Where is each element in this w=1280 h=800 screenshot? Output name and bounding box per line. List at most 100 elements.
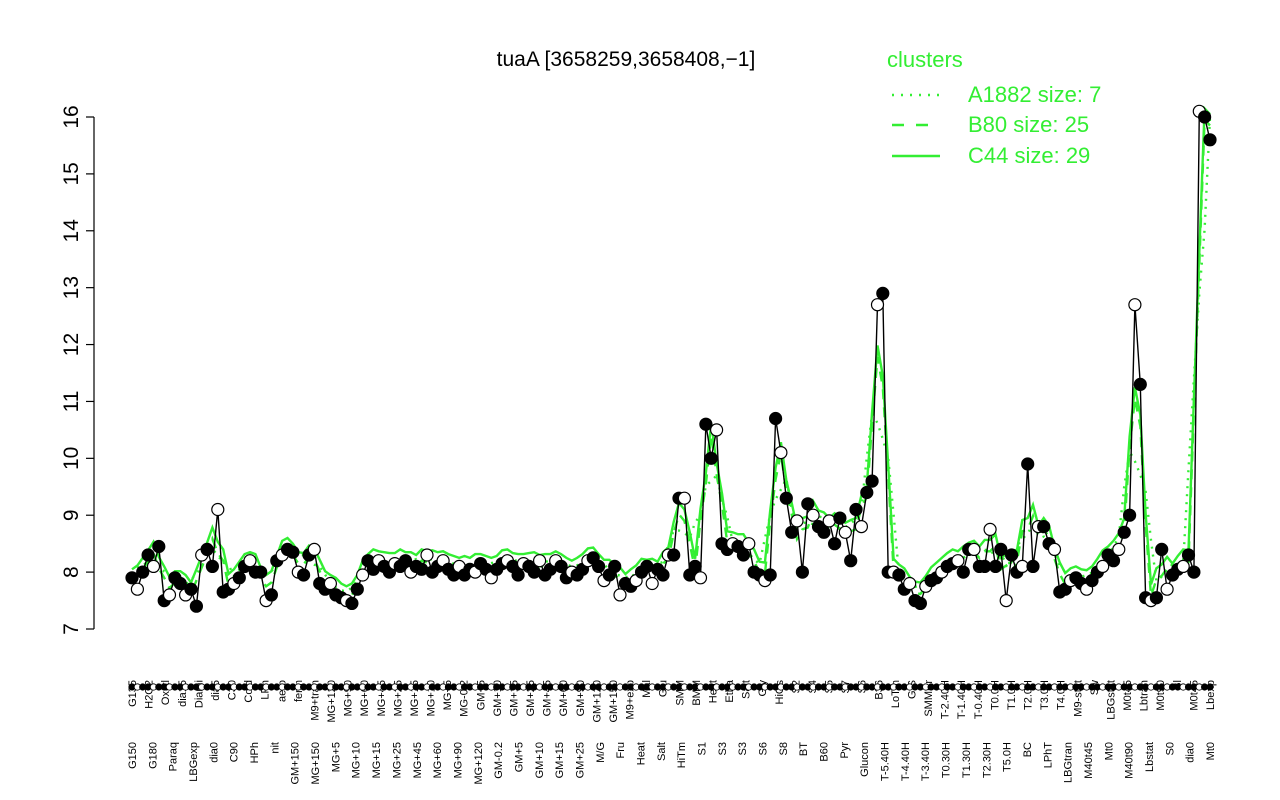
data-point <box>860 485 874 500</box>
x-tick-label: Paraq <box>168 742 180 771</box>
x-tick-label: GM-0.2 <box>493 742 505 779</box>
x-tick-label: MG+5 <box>330 742 342 772</box>
x-tick-label: M/G <box>595 742 607 763</box>
x-tick-label: BT <box>798 742 810 756</box>
x-tick-label: G150 <box>127 742 139 769</box>
x-tick-label: S1 <box>697 742 709 755</box>
cluster-line-C44 <box>131 105 1211 588</box>
data-point <box>994 542 1008 557</box>
data-point <box>1026 559 1040 574</box>
data-point <box>988 559 1003 574</box>
data-point <box>795 565 810 579</box>
y-tick-label: 8 <box>60 566 83 578</box>
data-point <box>951 554 965 568</box>
data-point <box>903 576 917 591</box>
x-tick-label: Mt0 <box>1205 742 1217 760</box>
x-tick-label: GM+150 <box>290 742 302 785</box>
data-point <box>398 554 413 568</box>
x-tick-label: G180 <box>147 742 159 769</box>
data-point <box>999 593 1013 608</box>
x-tick-label: MG+10 <box>351 742 363 778</box>
data-point <box>667 548 681 562</box>
x-tick-label: T-5.40H <box>880 742 892 781</box>
data-point <box>184 582 198 596</box>
data-point <box>1128 298 1142 312</box>
data-point <box>415 562 429 576</box>
data-point <box>785 525 799 539</box>
data-point <box>838 525 852 539</box>
expression-points <box>125 104 1217 613</box>
data-point <box>205 559 219 574</box>
data-point <box>876 286 890 300</box>
x-tick-label: T1.30H <box>961 742 973 778</box>
x-tick-label: Etha <box>724 679 736 703</box>
data-point <box>817 525 831 539</box>
x-tick-label: LBGtran <box>1063 742 1075 783</box>
y-tick-label: 11 <box>60 391 83 413</box>
x-tick-label: T5.0H <box>1002 742 1014 772</box>
x-tick-label: aero <box>276 680 288 702</box>
data-point <box>656 568 670 582</box>
data-point <box>130 582 144 596</box>
data-point <box>801 497 815 511</box>
data-point <box>1004 548 1019 562</box>
x-tick-label: T2.30H <box>981 742 993 778</box>
data-point <box>1117 525 1131 539</box>
x-tick-label: dia0 <box>208 742 220 763</box>
x-tick-label: T0.30H <box>941 742 953 778</box>
data-point <box>1047 542 1062 557</box>
data-point <box>254 565 268 579</box>
data-point <box>591 559 606 574</box>
data-point <box>613 588 627 602</box>
y-tick-label: 10 <box>60 447 83 470</box>
data-point <box>790 514 804 528</box>
x-tick-label: MG+120 <box>326 680 338 723</box>
x-tick-labels-bottom: G150 G180 Paraq LBGexp dia0 C90 HPh nit GM+150 MG… <box>127 742 1217 785</box>
data-point <box>1133 377 1147 391</box>
x-tick-label: MG+150 <box>310 742 322 785</box>
y-tick-label: 15 <box>60 162 83 185</box>
x-tick-label: B60 <box>819 742 831 762</box>
data-point <box>146 559 161 574</box>
data-point <box>854 519 869 534</box>
data-point <box>152 539 166 554</box>
data-point <box>983 522 997 537</box>
x-tick-label: GM+120 <box>591 680 603 723</box>
data-point <box>956 565 970 579</box>
x-tick-label: C90 <box>229 742 241 762</box>
data-point <box>286 545 300 559</box>
x-tick-label: Glucon <box>859 742 871 777</box>
data-point <box>806 508 820 522</box>
data-point <box>849 502 863 517</box>
y-tick-label: 9 <box>60 509 83 521</box>
legend-title: clusters <box>887 47 963 72</box>
data-point <box>211 502 225 517</box>
data-point <box>967 542 981 557</box>
data-point <box>774 446 788 460</box>
y-axis: 7 8 9 10 11 12 13 14 15 16 <box>60 105 95 635</box>
x-tick-label: BC <box>1022 742 1034 757</box>
data-point <box>1176 559 1190 574</box>
x-tick-label: LPhT <box>1042 742 1054 769</box>
x-tick-label: GM+150 <box>608 680 620 723</box>
data-point <box>709 423 724 437</box>
x-tick-label: MG+90 <box>452 742 464 778</box>
x-tick-label: MG+15 <box>371 742 383 778</box>
data-point <box>742 537 756 551</box>
y-tick-label: 7 <box>60 623 83 635</box>
x-tick-label: M40t45 <box>1083 742 1095 779</box>
x-tick-label: M40t90 <box>1124 742 1136 779</box>
x-tick-label: Heat <box>636 742 648 765</box>
data-point <box>1096 559 1110 574</box>
x-tick-label: GM+10 <box>534 742 546 778</box>
data-point <box>779 491 793 505</box>
data-point <box>1149 591 1164 605</box>
x-tick-label: MG+60 <box>432 742 444 778</box>
data-point <box>870 298 885 312</box>
data-point <box>736 548 751 562</box>
data-point <box>768 411 783 426</box>
data-point <box>1155 542 1169 557</box>
x-tick-label: ferm <box>293 680 305 702</box>
x-tick-label: Salt <box>656 742 668 761</box>
